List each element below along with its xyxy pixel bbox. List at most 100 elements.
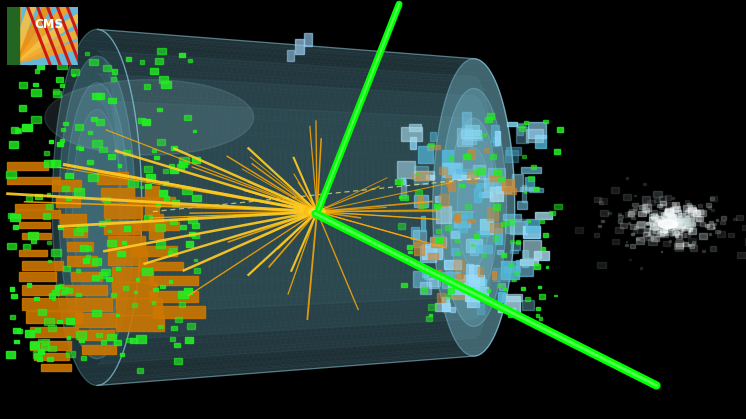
Bar — [60, 214, 86, 224]
Bar — [527, 220, 530, 222]
Bar — [523, 226, 540, 238]
Bar — [701, 250, 705, 252]
Bar — [107, 240, 116, 246]
Bar — [6, 351, 15, 357]
Bar — [192, 194, 201, 201]
Bar — [189, 232, 195, 235]
Bar — [650, 233, 656, 238]
Bar — [680, 220, 688, 226]
Bar — [416, 172, 429, 180]
Bar — [448, 182, 455, 191]
Bar — [668, 220, 672, 224]
Bar — [22, 261, 63, 270]
Bar — [186, 241, 193, 246]
Bar — [401, 283, 407, 287]
Bar — [674, 231, 679, 234]
Bar — [599, 198, 607, 204]
Polygon shape — [97, 29, 515, 385]
Bar — [163, 181, 168, 185]
Bar — [140, 60, 144, 64]
Bar — [651, 210, 657, 215]
Bar — [710, 196, 717, 201]
Bar — [530, 188, 543, 192]
Bar — [304, 33, 312, 46]
Bar — [643, 208, 649, 212]
Bar — [466, 239, 483, 252]
Bar — [495, 186, 511, 193]
Bar — [429, 277, 438, 288]
Bar — [124, 226, 131, 231]
Bar — [626, 241, 627, 243]
Bar — [636, 238, 645, 244]
Bar — [733, 218, 736, 220]
Bar — [674, 217, 680, 222]
Bar — [33, 351, 43, 358]
Bar — [667, 222, 670, 225]
Bar — [448, 271, 453, 279]
Bar — [650, 223, 658, 229]
Bar — [99, 147, 107, 153]
Bar — [498, 250, 503, 254]
Bar — [97, 172, 128, 184]
Bar — [43, 339, 49, 344]
Bar — [439, 194, 448, 206]
Bar — [690, 228, 692, 229]
Bar — [521, 185, 526, 202]
Bar — [490, 187, 503, 202]
Bar — [62, 186, 69, 191]
Bar — [436, 237, 442, 242]
Bar — [658, 220, 660, 222]
Bar — [653, 221, 658, 225]
Bar — [667, 218, 674, 224]
Bar — [10, 214, 20, 221]
Bar — [646, 222, 650, 225]
Bar — [112, 282, 157, 298]
Bar — [194, 259, 197, 261]
Bar — [140, 186, 142, 188]
Bar — [476, 245, 492, 253]
Bar — [60, 139, 63, 142]
Bar — [637, 221, 645, 227]
Bar — [53, 91, 61, 97]
Bar — [521, 155, 526, 158]
Bar — [674, 203, 677, 205]
Bar — [82, 345, 116, 354]
Bar — [477, 303, 484, 314]
Bar — [169, 280, 172, 283]
Bar — [442, 297, 448, 311]
Bar — [543, 120, 548, 123]
Bar — [92, 275, 98, 280]
Bar — [464, 137, 482, 140]
Bar — [672, 232, 677, 235]
Bar — [456, 239, 460, 243]
Bar — [671, 215, 673, 216]
Bar — [487, 113, 495, 119]
Bar — [543, 233, 548, 237]
Bar — [668, 214, 675, 219]
Bar — [693, 219, 700, 225]
Bar — [493, 204, 501, 210]
Bar — [641, 211, 645, 214]
Bar — [161, 81, 171, 88]
Bar — [47, 357, 53, 362]
Bar — [22, 233, 51, 239]
Bar — [149, 276, 198, 285]
Bar — [37, 357, 43, 361]
Bar — [728, 233, 733, 237]
Bar — [75, 298, 112, 311]
Bar — [634, 226, 639, 229]
Bar — [57, 77, 63, 82]
Bar — [52, 290, 60, 295]
Bar — [398, 223, 405, 229]
Bar — [401, 178, 405, 184]
Bar — [640, 237, 645, 241]
Bar — [421, 287, 427, 292]
Bar — [676, 243, 683, 248]
Bar — [44, 160, 54, 167]
Bar — [524, 191, 526, 193]
Bar — [51, 160, 60, 167]
Bar — [659, 211, 660, 212]
Bar — [75, 313, 116, 327]
Bar — [466, 125, 480, 135]
Bar — [426, 316, 432, 321]
